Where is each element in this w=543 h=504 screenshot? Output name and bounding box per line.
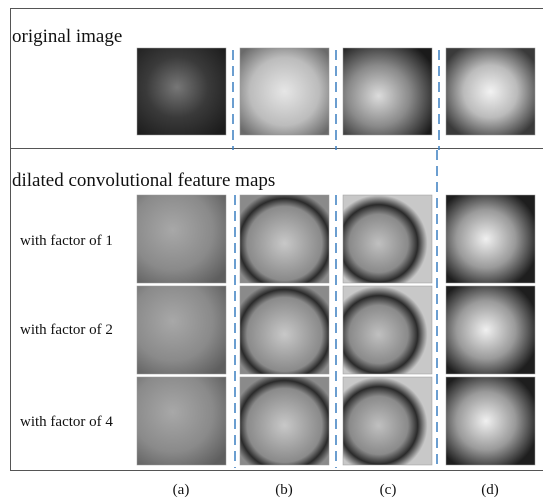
column-label: (c) [380,482,397,498]
column-label: (d) [481,482,499,498]
column-label: (a) [173,482,190,498]
image-tile [446,286,535,374]
image-tile [446,377,535,465]
image-tile [137,377,226,465]
image-tile [240,377,329,465]
figure: original image dilated convolutional fea… [0,0,543,499]
column-label: (b) [275,482,293,498]
image-tile [240,286,329,374]
image-tile [343,286,432,374]
section-title: original image [12,26,122,47]
row-label: with factor of 4 [20,414,113,430]
image-tile [137,195,226,283]
image-tile [137,286,226,374]
image-tile [446,195,535,283]
image-tile [343,195,432,283]
image-tile [240,195,329,283]
image-tile [240,48,329,135]
image-tile [446,48,535,135]
image-tile [343,377,432,465]
image-tile [137,48,226,135]
image-tile [343,48,432,135]
row-label: with factor of 2 [20,322,113,338]
row-label: with factor of 1 [20,233,113,249]
image-grid [137,48,535,465]
section-title: dilated convolutional feature maps [12,170,275,191]
